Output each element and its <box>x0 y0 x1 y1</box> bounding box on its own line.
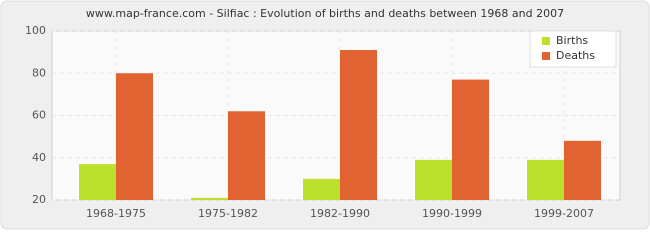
y-tick-label: 80 <box>32 66 46 79</box>
legend-label: Deaths <box>556 49 595 62</box>
bar <box>228 111 265 200</box>
bar <box>303 178 340 200</box>
bar <box>116 73 153 200</box>
legend-swatch <box>542 52 550 60</box>
legend-box <box>529 30 617 68</box>
x-tick-label: 1982-1990 <box>310 207 370 220</box>
y-tick-label: 60 <box>32 109 46 122</box>
x-tick-label: 1975-1982 <box>198 207 258 220</box>
bar <box>79 164 116 200</box>
chart-title: www.map-france.com - Silfiac : Evolution… <box>86 7 564 20</box>
bar <box>452 79 489 200</box>
x-tick-label: 1990-1999 <box>422 207 482 220</box>
bar <box>564 140 601 200</box>
bar <box>191 197 228 200</box>
y-tick-label: 40 <box>32 151 46 164</box>
x-tick-label: 1999-2007 <box>534 207 594 220</box>
bar <box>527 159 564 200</box>
legend-label: Births <box>556 34 588 47</box>
legend-swatch <box>542 37 550 45</box>
y-tick-label: 20 <box>32 193 46 206</box>
y-tick-label: 100 <box>25 24 46 37</box>
chart: www.map-france.com - Silfiac : Evolution… <box>0 0 650 230</box>
bar <box>415 159 452 200</box>
x-tick-label: 1968-1975 <box>86 207 146 220</box>
bar <box>340 50 377 201</box>
